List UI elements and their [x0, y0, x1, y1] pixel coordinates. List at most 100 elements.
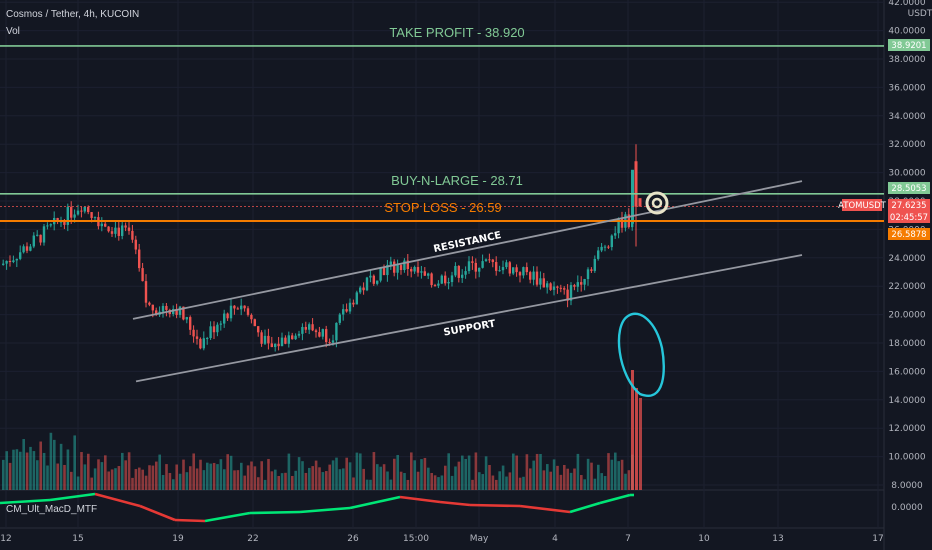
volume-bar [287, 453, 291, 490]
volume-bar [532, 460, 535, 490]
candle-body [73, 214, 76, 218]
candle-body [29, 246, 32, 251]
candle-body [430, 273, 433, 286]
y-tick-label: 32.0000 [888, 140, 925, 150]
volume-bar [107, 471, 110, 490]
volume-bar [546, 464, 549, 490]
volume-bar [226, 454, 229, 490]
candle-body [87, 207, 90, 213]
candle-body [620, 218, 624, 228]
volume-bar [138, 467, 141, 490]
volume-bar [627, 470, 631, 490]
candle-body [416, 267, 420, 273]
volume-bar [365, 479, 369, 490]
volume-bar [236, 470, 240, 490]
volume-bar [206, 462, 209, 490]
candle-body [114, 227, 117, 234]
volume-bar [454, 466, 457, 490]
volume-bar [199, 459, 202, 490]
candle-body [199, 338, 202, 349]
volume-bars [2, 370, 642, 490]
candle-body [481, 261, 484, 268]
volume-bar [131, 477, 134, 490]
volume-bar [277, 475, 280, 490]
candle-body [12, 260, 15, 263]
highlight-loop [617, 312, 665, 397]
candle-body [563, 288, 566, 290]
volume-bar [195, 468, 199, 490]
candle-body [338, 314, 341, 323]
macd-segment [139, 504, 176, 522]
candle-body [314, 330, 318, 333]
candle-body [478, 267, 481, 272]
buy-tag: 28.5053 [888, 182, 930, 194]
candle-body [597, 250, 600, 259]
volume-bar [603, 476, 607, 490]
volume-bar [423, 457, 427, 490]
candle-body [444, 275, 447, 284]
volume-bar [335, 457, 338, 490]
candle-body [216, 324, 219, 333]
volume-bar [342, 468, 345, 490]
volume-bar [32, 451, 36, 490]
candle-body [410, 269, 413, 272]
currency-label: USDT [908, 9, 932, 19]
take-profit-tag: 38.9201 [888, 39, 930, 51]
volume-bar [15, 449, 19, 490]
candle-body [277, 343, 280, 347]
volume-bar [406, 479, 410, 490]
volume-bar [117, 466, 121, 490]
y-tick-label: 18.0000 [888, 339, 925, 349]
candle-body [19, 252, 22, 259]
candle-body [25, 246, 29, 251]
volume-bar [90, 477, 93, 490]
candle-body [257, 326, 260, 333]
candle-body [549, 283, 552, 290]
level-lines [0, 45, 884, 383]
candle-body [454, 265, 457, 276]
candle-body [491, 259, 494, 263]
volume-bar [457, 461, 461, 490]
volume-bar [216, 464, 219, 490]
candle-body [617, 218, 620, 234]
volume-bar [110, 469, 114, 490]
candle-body [284, 337, 287, 344]
x-tick-label: May [470, 534, 489, 544]
time-axis[interactable]: 12 15 19 22 26 15:00 May 4 7 10 13 17 [0, 534, 883, 544]
candle-body [447, 282, 450, 284]
volume-bar [209, 463, 212, 490]
candle-body [93, 217, 97, 219]
volume-bar [280, 473, 284, 490]
candle-body [80, 210, 83, 212]
candle-body [542, 278, 545, 288]
volume-bar [437, 477, 440, 490]
volume-bar [372, 452, 376, 490]
volume-bar [461, 455, 464, 490]
volume-bar [508, 472, 512, 490]
y-tick-label: 36.0000 [888, 83, 925, 93]
volume-bar [359, 453, 362, 490]
candle-body [610, 235, 613, 248]
candle-body [359, 287, 362, 293]
candle-body [396, 265, 399, 273]
volume-bar [284, 472, 287, 490]
candle-body [141, 268, 144, 282]
volume-bar [151, 465, 155, 490]
macd-segment [439, 500, 471, 507]
volume-bar [617, 461, 620, 490]
candle-body [318, 332, 321, 337]
volume-bar [464, 458, 467, 490]
candle-body [151, 304, 154, 311]
volume-bar [583, 479, 586, 490]
svg-text:26.5878: 26.5878 [891, 230, 926, 240]
candle-body [508, 262, 511, 274]
volume-bar [304, 472, 308, 490]
candle-body [243, 305, 246, 309]
volume-bar [573, 468, 576, 490]
candle-body [569, 285, 573, 301]
volume-bar [529, 468, 532, 490]
svg-text:28.5053: 28.5053 [891, 184, 926, 194]
volume-bar [229, 455, 233, 490]
volume-bar [338, 469, 342, 490]
